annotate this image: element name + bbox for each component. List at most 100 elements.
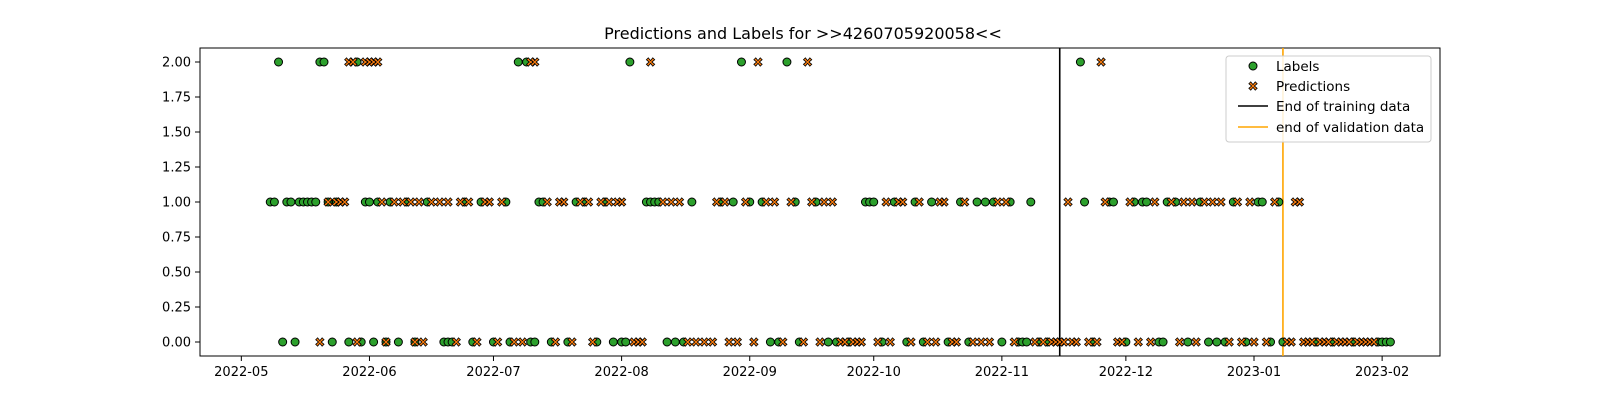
prediction-point [1216, 197, 1226, 207]
label-point [728, 197, 738, 207]
prediction-point [856, 337, 867, 347]
prediction-point [583, 197, 594, 207]
prediction-point [1009, 337, 1020, 347]
prediction-point [1092, 337, 1102, 347]
prediction-point [496, 197, 507, 207]
label-point [1142, 197, 1152, 207]
prediction-point [451, 337, 462, 347]
label-point [972, 197, 982, 207]
prediction-point [959, 197, 970, 207]
prediction-point [645, 57, 656, 67]
prediction-point [769, 197, 780, 207]
prediction-point [1001, 197, 1011, 207]
x-tick-label: 2023-02 [1355, 365, 1409, 380]
x-tick-label: 2022-06 [342, 365, 396, 380]
prediction-point [616, 197, 627, 207]
prediction-point [339, 197, 350, 207]
prediction-point [881, 197, 891, 207]
prediction-point [1145, 337, 1156, 347]
prediction-point [666, 197, 676, 207]
y-tick-label: 0.00 [162, 336, 191, 351]
prediction-point [1174, 337, 1185, 347]
prediction-point [1286, 337, 1296, 347]
label-point [997, 337, 1007, 347]
prediction-point [740, 197, 751, 207]
prediction-point [1191, 337, 1201, 347]
prediction-point [492, 337, 503, 347]
label-point [327, 337, 337, 347]
prediction-point [815, 337, 825, 347]
label-point [869, 197, 879, 207]
prediction-point [587, 337, 598, 347]
label-point [1183, 337, 1193, 347]
prediction-point [939, 197, 949, 207]
label-point [670, 337, 680, 347]
y-tick-label: 0.25 [162, 301, 191, 316]
label-point [1108, 197, 1118, 207]
y-axis: 0.00 0.25 0.50 0.75 1.00 1.25 1.50 1.75 2.00 [162, 56, 200, 351]
prediction-point [463, 197, 474, 207]
legend-box [1225, 55, 1432, 143]
legend-entry-label: Labels [1276, 59, 1319, 75]
y-tick-label: 0.75 [162, 231, 191, 246]
label-point [530, 337, 540, 347]
prediction-point [558, 197, 569, 207]
prediction-point [976, 337, 986, 347]
prediction-point [1116, 337, 1127, 347]
y-tick-label: 0.50 [162, 266, 191, 281]
prediction-point [1269, 197, 1280, 207]
legend-entry-label: End of training data [1276, 99, 1410, 115]
x-tick-label: 2023-01 [1227, 365, 1281, 380]
prediction-point [1261, 337, 1272, 347]
prediction-point [786, 197, 796, 207]
label-point [393, 337, 403, 347]
prediction-point [315, 337, 325, 347]
prediction-point [753, 57, 763, 67]
prediction-point [1294, 197, 1305, 207]
prediction-point [674, 197, 685, 207]
y-tick-label: 1.50 [162, 126, 191, 141]
label-point [290, 337, 300, 347]
label-point [687, 197, 697, 207]
prediction-point [348, 57, 358, 67]
prediction-point [1245, 197, 1255, 207]
prediction-point [691, 337, 701, 347]
legend-predictions-marker [1248, 81, 1258, 91]
label-point [278, 337, 288, 347]
label-point [319, 57, 329, 67]
prediction-point [1166, 197, 1177, 207]
prediction-point [1369, 337, 1379, 347]
label-point [1204, 337, 1214, 347]
prediction-point [724, 337, 734, 347]
prediction-point [637, 337, 648, 347]
prediction-point [897, 197, 908, 207]
prediction-point [1178, 197, 1189, 207]
x-axis: 2022-05 2022-06 2022-07 2022-08 2022-09 2022-… [214, 356, 1409, 380]
x-tick-label: 2022-09 [723, 365, 777, 380]
prediction-point [984, 337, 995, 347]
label-point [823, 337, 833, 347]
prediction-point [732, 337, 743, 347]
y-tick-label: 1.25 [162, 161, 191, 176]
label-point [625, 57, 635, 67]
prediction-point [1133, 337, 1144, 347]
label-point [364, 197, 374, 207]
label-point [980, 197, 990, 207]
label-point [1022, 337, 1032, 347]
label-point [286, 197, 296, 207]
prediction-point [377, 197, 387, 207]
label-point [344, 337, 354, 347]
data-points [265, 57, 1395, 347]
label-point [662, 337, 672, 347]
prediction-point [885, 337, 896, 347]
label-point [1075, 57, 1085, 67]
prediction-point [1150, 197, 1160, 207]
prediction-point [1232, 197, 1243, 207]
prediction-point [517, 337, 528, 347]
prediction-point [1063, 197, 1073, 207]
label-point [1158, 337, 1168, 347]
label-point [765, 337, 775, 347]
legend-entry-label: end of validation data [1276, 120, 1424, 136]
prediction-point [484, 197, 495, 207]
prediction-point [906, 337, 916, 347]
